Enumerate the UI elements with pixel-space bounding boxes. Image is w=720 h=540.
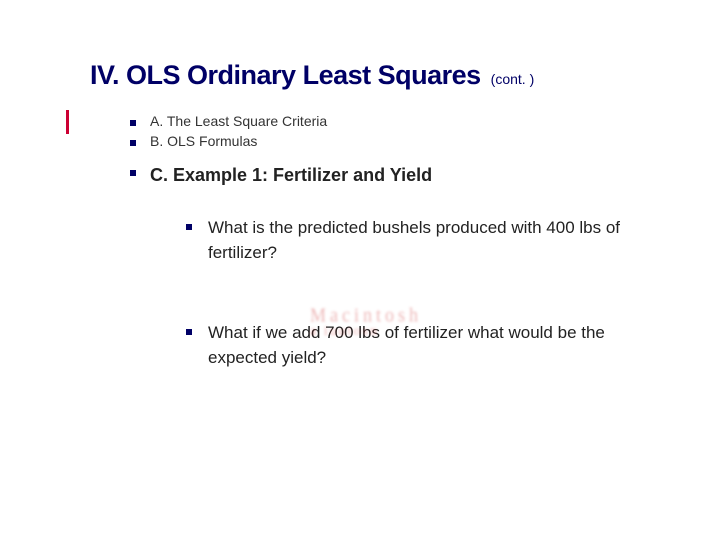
list-item: C. Example 1: Fertilizer and Yield — [130, 163, 670, 188]
list-item-text: B. OLS Formulas — [150, 133, 257, 149]
list-item: A. The Least Square Criteria — [130, 113, 670, 129]
level2-list: What is the predicted bushels produced w… — [186, 216, 670, 371]
list-item-text: What is the predicted bushels produced w… — [208, 216, 670, 265]
list-item: What is the predicted bushels produced w… — [186, 216, 670, 265]
level1-list-bold: C. Example 1: Fertilizer and Yield — [130, 163, 670, 188]
smudge-line: a iuutosn — [310, 324, 510, 340]
square-bullet-icon — [130, 120, 136, 126]
list-item-text: A. The Least Square Criteria — [150, 113, 327, 129]
continued-label: (cont. ) — [491, 71, 535, 87]
list-item-text: C. Example 1: Fertilizer and Yield — [150, 163, 432, 188]
square-bullet-icon — [186, 224, 192, 230]
level1-list-small: A. The Least Square Criteria B. OLS Form… — [130, 113, 670, 149]
list-item: B. OLS Formulas — [130, 133, 670, 149]
slide-title: IV. OLS Ordinary Least Squares — [90, 60, 481, 91]
watermark-smudge: Macintosh a iuutosn — [310, 305, 510, 345]
square-bullet-icon — [186, 329, 192, 335]
square-bullet-icon — [130, 170, 136, 176]
square-bullet-icon — [130, 140, 136, 146]
title-row: IV. OLS Ordinary Least Squares (cont. ) — [90, 60, 670, 91]
accent-bar — [66, 110, 69, 134]
slide: IV. OLS Ordinary Least Squares (cont. ) … — [0, 0, 720, 540]
